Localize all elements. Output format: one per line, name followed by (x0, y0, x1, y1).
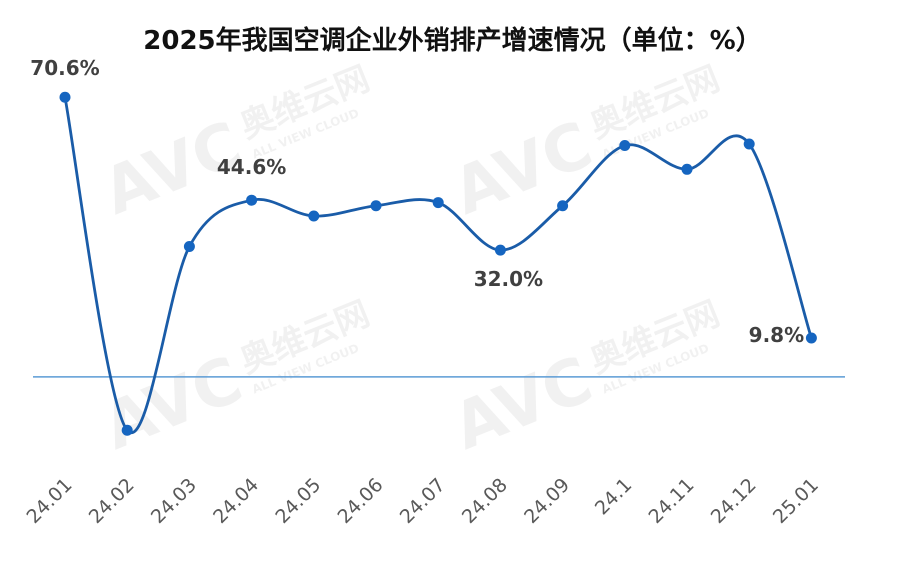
x-tick-24.05: 24.05 (271, 474, 325, 528)
data-point-24.1 (619, 140, 631, 152)
x-tick-24.07: 24.07 (396, 474, 450, 528)
x-tick-24.09: 24.09 (520, 474, 574, 528)
x-tick-24.02: 24.02 (85, 474, 139, 528)
data-point-24.04 (246, 194, 258, 206)
watermark-logo: AVC (443, 108, 602, 230)
data-label-25.01: 9.8% (749, 323, 804, 347)
x-tick-labels: 24.01 24.02 24.03 24.04 24.05 24.06 24.07 24.08… (23, 474, 823, 528)
data-point-24.03 (183, 241, 195, 253)
x-tick-24.12: 24.12 (707, 474, 761, 528)
data-point-24.09 (557, 200, 569, 212)
data-point-24.02 (121, 424, 133, 436)
data-point-24.06 (370, 200, 382, 212)
data-point-24.01 (59, 91, 71, 103)
data-labels: 70.6% 44.6% 32.0% 9.8% (30, 56, 804, 347)
watermark-logo: AVC (443, 343, 602, 465)
x-tick-24.06: 24.06 (334, 474, 388, 528)
x-tick-25.01: 25.01 (769, 474, 823, 528)
data-label-24.08: 32.0% (474, 267, 543, 291)
data-point-24.05 (308, 210, 320, 222)
x-tick-24.11: 24.11 (645, 474, 699, 528)
data-point-24.07 (432, 197, 444, 209)
data-label-24.04: 44.6% (217, 155, 286, 179)
x-tick-24.08: 24.08 (458, 474, 512, 528)
data-point-24.08 (494, 244, 506, 256)
data-point-24.11 (681, 163, 693, 175)
data-label-24.01: 70.6% (30, 56, 99, 80)
x-tick-24.04: 24.04 (209, 474, 263, 528)
series-line (63, 96, 813, 435)
data-points (59, 91, 817, 436)
x-tick-24.03: 24.03 (147, 474, 201, 528)
data-point-24.12 (743, 138, 755, 150)
x-tick-24.1: 24.1 (591, 474, 636, 519)
x-tick-24.01: 24.01 (23, 474, 77, 528)
chart-title: 2025年我国空调企业外销排产增速情况（单位：%） (143, 26, 762, 56)
data-point-25.01 (805, 332, 817, 344)
